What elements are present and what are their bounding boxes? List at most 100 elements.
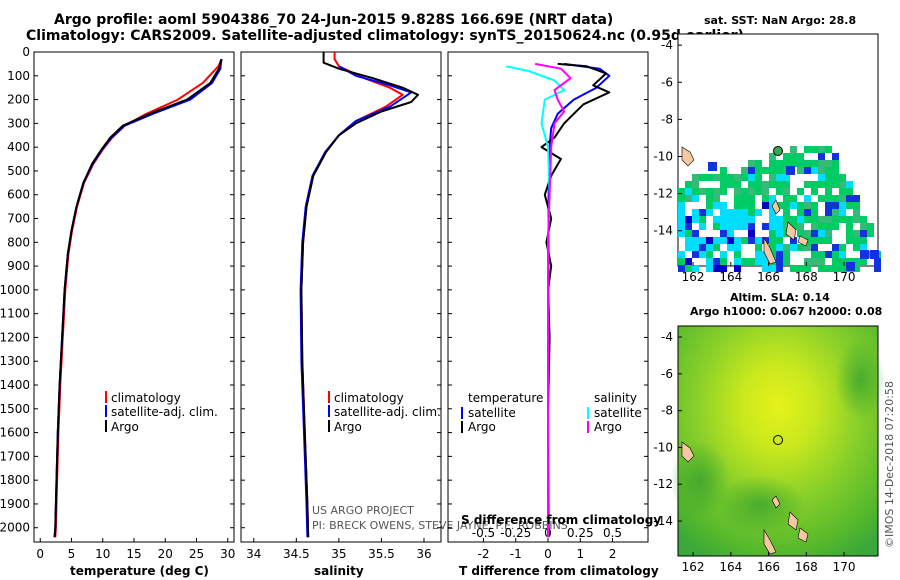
difference-xlabel: T difference from climatology [459,564,659,578]
sst-cell [678,251,685,258]
sst-cell [825,174,832,181]
sst-cell [741,174,748,181]
sst-cell [734,188,741,195]
sst-cell [804,167,811,174]
sst-cell [748,230,755,237]
sst-cell [860,237,867,244]
sst-cell [678,202,685,209]
sst-cell [706,237,713,244]
sst-cell [846,202,853,209]
sst-cell [797,160,804,167]
x-tick-label: 25 [189,547,204,561]
sst-cell [818,258,825,265]
sst-cell [839,188,846,195]
sst-cell [832,251,839,258]
sst-cell [832,153,839,160]
sst-cell [734,237,741,244]
series-line-satellite-adj-clim- [53,58,223,538]
sst-map-title: sat. SST: NaN Argo: 28.8 [704,14,856,27]
sst-cell [832,181,839,188]
x-tick-label: 2 [609,547,617,561]
sst-cell [708,162,717,171]
sst-cell [776,223,783,230]
sst-cell [678,230,685,237]
sst-cell [790,265,797,272]
sst-cell [748,216,755,223]
sst-cell [699,223,706,230]
sst-cell [853,230,860,237]
sst-cell [755,244,762,251]
sst-cell [720,230,727,237]
sst-cell [804,265,811,272]
difference-x-axis: -2 -1 0 1 2-0.5 -0.25 0 0.25 0.5 [472,526,622,561]
depth-tick-label: 500 [7,164,30,178]
sst-cell [811,230,818,237]
series-line-argo [53,58,223,538]
map-x-tick-label: 164 [719,560,742,574]
sst-cell [811,223,818,230]
sst-cell [769,230,776,237]
sst-cell [748,237,755,244]
sst-cell [825,209,832,216]
series-line-salinity-argo [534,62,572,538]
sst-cell [783,251,790,258]
sst-cell [783,153,790,160]
depth-tick-label: 300 [7,116,30,130]
sst-cell [790,160,797,167]
sst-cell [727,181,734,188]
sst-cell [720,265,727,272]
sst-cell [678,195,685,202]
sst-cell [678,265,685,272]
sst-cell [734,258,741,265]
sst-cell [825,237,832,244]
credit-line-2: PI: BRECK OWENS, STEVE JAYNE, P.E. ROBBI… [312,519,568,532]
sst-cell [804,209,811,216]
sst-cell [755,209,762,216]
depth-tick-label: 200 [7,93,30,107]
sst-cell [685,195,692,202]
sst-cell [832,195,839,202]
sst-cell [797,223,804,230]
sst-cell [776,251,783,258]
sst-cell [825,223,832,230]
map-y-tick-label: -14 [653,514,673,528]
sst-cell [748,258,755,265]
sst-cell [720,251,727,258]
sst-cell [692,265,699,272]
credit-line-1: US ARGO PROJECT [312,504,414,517]
sst-cell [692,230,699,237]
sst-cell [692,174,699,181]
sst-cell [783,188,790,195]
sst-cell [811,202,818,209]
sst-cell [853,216,860,223]
sst-cell [832,174,839,181]
depth-tick-label: 700 [7,212,30,226]
sst-cell [783,181,790,188]
s-tick-label: 0.25 [567,526,594,540]
sst-cell [776,237,783,244]
sst-cell [811,237,818,244]
sst-cell [853,209,860,216]
s-tick-label: -0.5 [472,526,495,540]
map-y-tick-label: -6 [661,367,673,381]
island-shape [797,235,809,247]
sst-cell [713,174,720,181]
sst-cell [734,216,741,223]
sst-cell [804,195,811,202]
salinity-panel: 34 34.5 35 35.5 36 salinity climatology sate… [240,51,568,578]
sst-cell [706,244,713,251]
sst-cell [748,223,755,230]
sst-cell [832,223,839,230]
sst-cell [769,195,776,202]
sst-cell [839,181,846,188]
island-shape [681,441,695,463]
sst-cell [811,251,818,258]
sst-cell [741,195,748,202]
map-y-tick-label: -14 [653,224,673,238]
sst-cell [692,251,699,258]
sst-cell [741,209,748,216]
sst-cell [818,160,825,167]
sst-cell [776,258,783,265]
salinity-xlabel: salinity [314,564,364,578]
